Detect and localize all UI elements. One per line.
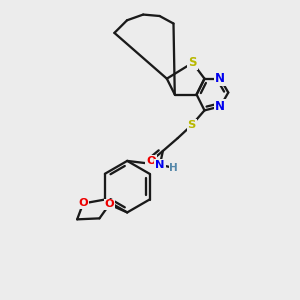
Text: O: O	[104, 200, 114, 209]
Text: O: O	[78, 199, 88, 208]
Text: N: N	[155, 160, 165, 170]
Text: H: H	[169, 163, 178, 173]
Text: S: S	[188, 120, 196, 130]
Text: S: S	[188, 56, 197, 69]
Text: N: N	[215, 100, 225, 113]
Text: N: N	[215, 72, 225, 85]
Text: O: O	[146, 156, 156, 166]
